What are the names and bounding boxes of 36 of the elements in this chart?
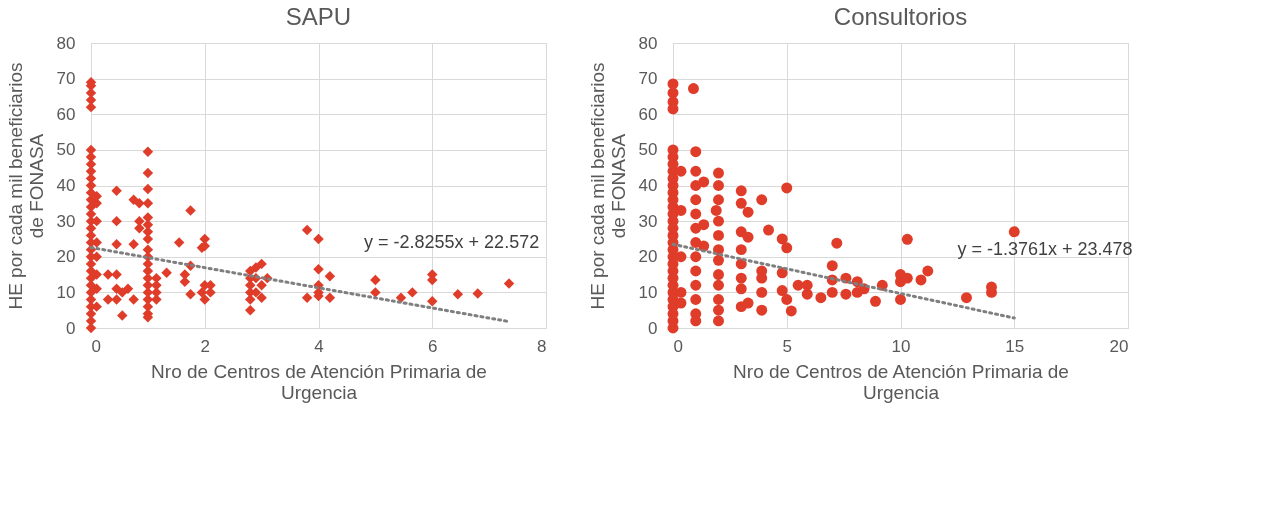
y-tick-label: 60 [56, 104, 76, 124]
x-tick-label: 5 [782, 336, 792, 356]
annotation: y = -1.3761x + 23.478 [957, 238, 1133, 259]
y-tick-label: 40 [56, 176, 76, 195]
x-tick-label: 20 [1109, 336, 1129, 356]
y-tick-label: 30 [56, 211, 76, 231]
x-tick-label: 0 [673, 336, 683, 356]
x-tick-label: 10 [891, 336, 911, 356]
annotation: y = -2.8255x + 22.572 [364, 231, 540, 252]
x-tick-label: 6 [428, 336, 438, 356]
y-tick-label: 80 [56, 33, 76, 53]
x-tick-label: 2 [200, 336, 210, 356]
chart-title: Consultorios [833, 3, 968, 30]
y-tick-label: 20 [638, 247, 658, 267]
y-tick-label: 0 [648, 318, 658, 338]
x-tick-label: 15 [1005, 336, 1025, 356]
y-tick-label: 20 [56, 247, 76, 267]
y-axis-title: HE por cada mil beneficiarios de FONASA [586, 62, 629, 310]
y-tick-label: 60 [638, 104, 658, 124]
y-axis-title: HE por cada mil beneficiarios de FONASA [4, 62, 47, 310]
y-tick-label: 10 [638, 282, 658, 302]
y-tick-label: 70 [56, 69, 76, 89]
y-tick-label: 30 [638, 211, 658, 231]
chart-title: SAPU [285, 3, 352, 30]
x-tick-label: 8 [537, 336, 547, 356]
y-tick-label: 70 [638, 69, 658, 89]
x-axis-title: Nro de Centros de Atención Primaria de Urgencia [151, 360, 487, 403]
y-tick-label: 50 [56, 140, 76, 160]
y-tick-label: 50 [638, 140, 658, 160]
y-tick-label: 80 [638, 33, 658, 53]
y-tick-label: 10 [56, 282, 76, 302]
y-tick-label: 40 [638, 176, 658, 195]
x-axis-title: Nro de Centros de Atención Primaria de Urgencia [733, 360, 1069, 403]
x-tick-label: 0 [91, 336, 101, 356]
x-tick-label: 4 [314, 336, 324, 356]
y-tick-label: 0 [66, 318, 76, 338]
